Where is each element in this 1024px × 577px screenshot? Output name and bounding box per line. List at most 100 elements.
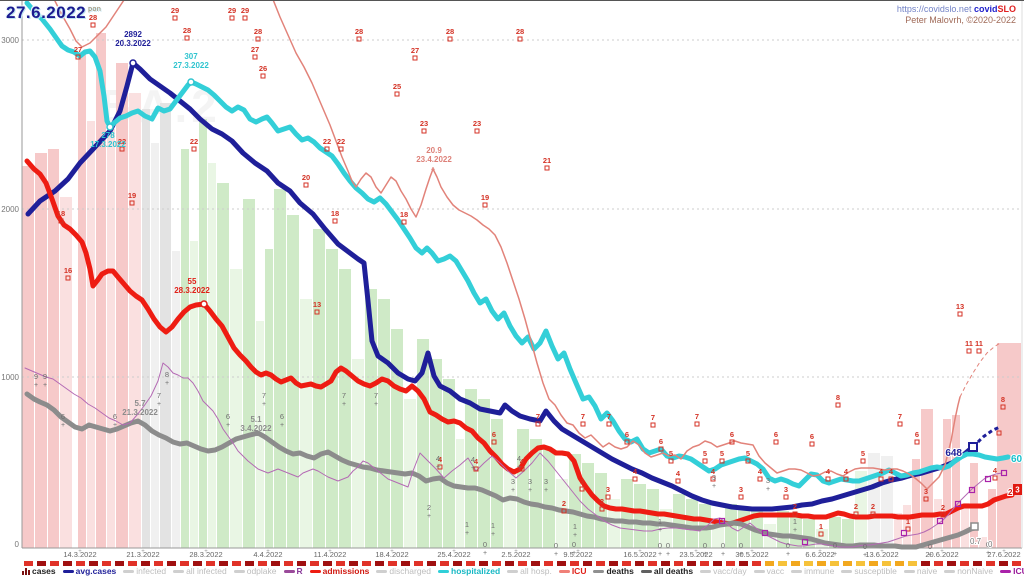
daily-cases-bar: [952, 415, 960, 548]
timeline-strip-dash: [921, 561, 930, 566]
legend-item-hospitalized[interactable]: hospitalized: [438, 567, 500, 576]
legend-item-nonnaive[interactable]: nonNaive: [944, 567, 993, 576]
legend-item-discharged[interactable]: discharged: [376, 567, 431, 576]
weekly-value-label: 1: [819, 522, 823, 531]
icu-in-marker: [718, 517, 726, 525]
weekly-value-marker: [535, 421, 541, 427]
daily-deaths-label: 9: [34, 372, 38, 381]
series-line-icon: [593, 570, 605, 573]
timeline-strip-dash: [323, 561, 332, 566]
weekly-value-label: 16: [64, 266, 72, 275]
timeline-strip-dash: [661, 561, 670, 566]
legend-label: all infected: [186, 566, 227, 576]
legend-item-r[interactable]: R: [283, 567, 303, 576]
legend-item-immune[interactable]: immune: [791, 567, 834, 576]
weekly-value-marker: [658, 446, 664, 452]
weekly-value-label: 4: [826, 467, 831, 476]
x-axis-label: 6.6.2022: [805, 550, 834, 559]
timeline-strip-dash: [375, 561, 384, 566]
legend-item-susceptible[interactable]: susceptible: [841, 567, 897, 576]
legend-label: nonNaive: [957, 566, 994, 576]
legend-item-all-infected[interactable]: all infected: [173, 567, 227, 576]
weekly-value-marker: [260, 73, 266, 79]
weekly-value-label: 7: [695, 412, 699, 421]
daily-cases-bar: [172, 251, 180, 548]
annotation-value: 20.9: [426, 146, 442, 155]
weekly-value-marker: [996, 430, 1002, 436]
x-axis-label: 27.6.2022: [987, 550, 1020, 559]
weekly-value-marker: [773, 439, 779, 445]
legend-label: discharged: [389, 566, 432, 576]
weekly-value-marker: [675, 478, 681, 484]
legend-item-icu-in[interactable]: ICU in: [1000, 567, 1024, 576]
daily-deaths-label: 0: [986, 540, 990, 549]
series-line-icon: [233, 570, 245, 573]
timeline-strip-dash: [427, 561, 436, 566]
timeline-strip-dash: [63, 561, 72, 566]
icu-end-badge: [1013, 484, 1022, 495]
x-axis-label: 9.5.2022: [563, 550, 592, 559]
weekly-value-label: 22: [118, 137, 126, 146]
legend-item-odplake[interactable]: odplake: [233, 567, 277, 576]
legend-item-vacc-day[interactable]: vacc/day: [700, 567, 747, 576]
weekly-value-marker: [853, 511, 859, 517]
daily-deaths-label: 7: [342, 391, 346, 400]
weekly-value-marker: [957, 311, 963, 317]
timeline-strip-dash: [986, 561, 995, 566]
legend-label: naive: [916, 566, 938, 576]
weekly-value-marker: [303, 182, 309, 188]
timeline-strip-dash: [687, 561, 696, 566]
weekly-value-label: 2: [793, 502, 797, 511]
weekly-value-label: 3: [784, 485, 788, 494]
x-axis-tick: +: [78, 549, 82, 555]
legend-item-icu[interactable]: ICU: [558, 567, 586, 576]
daily-cases-bar: [530, 439, 542, 548]
weekly-value-marker: [976, 348, 982, 354]
timeline-strip-dash: [596, 561, 605, 566]
daily-deaths-marker: +: [43, 382, 47, 389]
weekly-value-label: 4: [474, 457, 479, 466]
daily-cases-bar: [151, 143, 159, 548]
weekly-value-label: 2: [562, 499, 566, 508]
legend-item-cases[interactable]: cases: [22, 567, 56, 576]
x-axis-tick: +: [452, 549, 456, 555]
weekly-value-marker: [491, 439, 497, 445]
legend-item-naive[interactable]: naive: [903, 566, 938, 576]
daily-deaths-label: 0: [721, 541, 725, 550]
daily-deaths-label: 0: [928, 542, 932, 551]
site-url[interactable]: https://covidslo.net: [896, 4, 972, 14]
weekly-value-marker: [332, 218, 338, 224]
timeline-strip-dash: [674, 561, 683, 566]
weekly-value-label: 3: [739, 485, 743, 494]
daily-cases-bar: [997, 343, 1021, 548]
timeline-strip-dash: [310, 561, 319, 566]
daily-deaths-marker: +: [61, 422, 65, 429]
legend-item-avg-cases[interactable]: avg.cases: [62, 567, 116, 576]
legend-item-deaths[interactable]: deaths: [593, 567, 634, 576]
legend-item-infected[interactable]: infected: [123, 567, 166, 576]
timeline-strip-dash: [102, 561, 111, 566]
avg-cases-end-marker: [968, 442, 978, 452]
legend-item-admissions[interactable]: admissions: [309, 567, 369, 576]
annotation-peak-marker: [200, 300, 208, 308]
legend-item-all-hosp-[interactable]: all hosp.: [507, 567, 552, 576]
series-line-icon: [376, 570, 388, 573]
legend-item-vacc[interactable]: vacc: [753, 567, 784, 576]
daily-deaths-label: 1: [793, 517, 797, 526]
x-axis-tick: +: [818, 549, 822, 555]
icu-in-marker: [984, 475, 992, 483]
timeline-strip-dash: [401, 561, 410, 566]
legend-item-all-deaths[interactable]: all deaths: [640, 567, 693, 576]
timeline-strip-dash: [895, 561, 904, 566]
daily-cases-bar: [300, 299, 312, 548]
weekly-value-label: 20: [302, 173, 310, 182]
weekly-value-label: 4: [993, 466, 998, 475]
weekly-value-label: 26: [259, 64, 267, 73]
daily-deaths-marker: +: [517, 464, 521, 471]
weekly-value-marker: [624, 439, 630, 445]
weekly-value-marker: [129, 200, 135, 206]
daily-cases-bar: [543, 449, 555, 548]
daily-cases-bar: [339, 269, 351, 548]
daily-deaths-marker: +: [712, 483, 716, 490]
daily-deaths-marker: +: [436, 464, 440, 471]
